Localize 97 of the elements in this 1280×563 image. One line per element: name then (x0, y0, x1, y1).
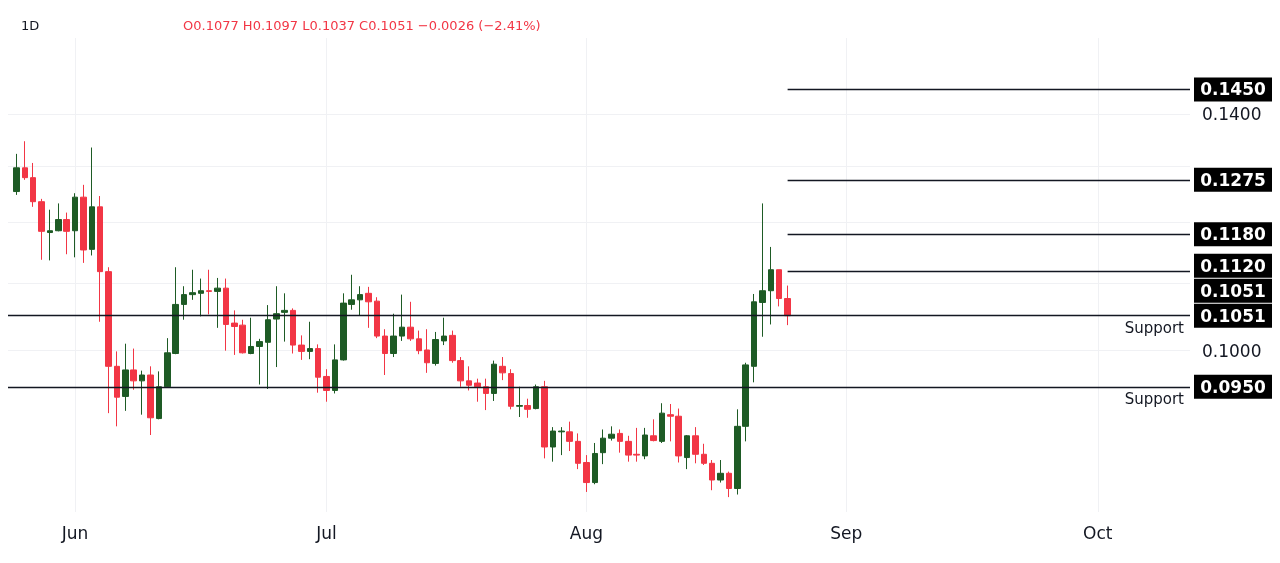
candlestick (424, 328, 430, 374)
x-tick-label: Sep (830, 522, 863, 543)
candlestick (273, 285, 280, 368)
ref-line-label: 0.1275 (1200, 169, 1266, 190)
candlestick (684, 434, 690, 470)
x-tick-label: Jun (60, 522, 89, 543)
candlestick (533, 384, 539, 410)
candlestick (55, 202, 62, 232)
candlestick (181, 285, 187, 321)
candlestick (726, 471, 732, 498)
text: 0.1051 (1200, 280, 1266, 301)
candlestick (298, 334, 305, 361)
y-tick-label: 0.1400 (1202, 104, 1262, 125)
candlestick (223, 278, 229, 352)
candlestick (323, 368, 330, 403)
candlestick (47, 209, 53, 261)
candlestick (214, 277, 221, 329)
candlestick (768, 246, 774, 325)
candlestick (105, 266, 112, 414)
candlestick (642, 427, 648, 460)
annotation: Support (1124, 319, 1185, 338)
candlestick (357, 285, 363, 316)
candlestick (189, 269, 196, 301)
ref-line-label: 0.1180 (1200, 224, 1266, 245)
candlestick (290, 307, 296, 354)
candlestick (659, 402, 665, 444)
candlestick (784, 285, 791, 326)
ref-line-label: 0.1120 (1200, 255, 1266, 276)
candlestick (307, 321, 313, 360)
candlestick (608, 425, 615, 442)
chart-subtitle: O0.1077 H0.1097 L0.1037 C0.1051 −0.0026 (−2.41%) (183, 18, 541, 33)
candlestick (72, 192, 78, 258)
candlestick (416, 330, 422, 355)
candlestick (592, 442, 598, 485)
candlestick (701, 443, 707, 466)
candlestick (575, 432, 581, 470)
candlestick (139, 370, 145, 416)
candlestick (466, 365, 472, 391)
candlestick (474, 378, 481, 403)
x-tick-label: Aug (569, 522, 604, 543)
candlestick (38, 198, 45, 261)
candlestick (265, 304, 271, 390)
ref-line-label: 0.1051 (1200, 305, 1266, 326)
candlestick (63, 212, 70, 255)
candlestick (22, 140, 28, 181)
candlestick (97, 195, 103, 323)
candlestick (248, 317, 254, 355)
candlestick (491, 360, 497, 402)
candlestick (374, 296, 380, 339)
candlestick (692, 426, 699, 464)
candlestick (541, 380, 548, 459)
candlestick (558, 426, 565, 456)
candlestick (751, 293, 757, 383)
candlestick (147, 365, 154, 436)
candlestick (776, 269, 782, 307)
candlestick (432, 331, 439, 367)
candlestick (566, 421, 573, 452)
candlestick (256, 338, 263, 386)
candlestick (516, 386, 523, 418)
x-tick-label: Oct (1083, 522, 1113, 543)
y-tick-label: 0.1000 (1202, 340, 1262, 361)
candlestick (550, 426, 556, 463)
candlestick (332, 343, 338, 394)
candlestick (399, 294, 405, 342)
candlestick (114, 350, 120, 427)
ref-line-label: 0.0950 (1200, 376, 1266, 397)
candlestick (390, 313, 397, 358)
annotation: Support (1124, 390, 1185, 409)
candlestick (122, 343, 129, 412)
candlestick (709, 459, 715, 491)
candlestick (499, 356, 506, 381)
chart-title: 1D (21, 18, 40, 33)
candlestick (717, 459, 724, 484)
candlestick (198, 278, 204, 317)
candlestick (89, 147, 95, 256)
candlestick (524, 398, 531, 419)
candlestick (650, 418, 657, 442)
candlestick (508, 368, 514, 410)
candlestick (382, 328, 388, 376)
candlestick (365, 286, 372, 329)
candlestick (281, 292, 288, 343)
candlestick (407, 301, 414, 342)
ref-line-label: 0.1450 (1200, 79, 1266, 100)
candlestick (617, 428, 623, 454)
candlestick (483, 378, 489, 411)
candlestick (80, 184, 87, 264)
candlestick (315, 343, 321, 394)
candlestick (441, 317, 447, 346)
candlestick (600, 428, 606, 465)
candlestick (206, 269, 212, 315)
candlestick (759, 202, 766, 338)
candlestick (156, 370, 162, 420)
candlestick (30, 162, 36, 208)
candlestick (13, 153, 20, 196)
candlestick (130, 348, 137, 391)
x-tick-label: Jul (315, 522, 337, 543)
candlestick (583, 454, 590, 493)
